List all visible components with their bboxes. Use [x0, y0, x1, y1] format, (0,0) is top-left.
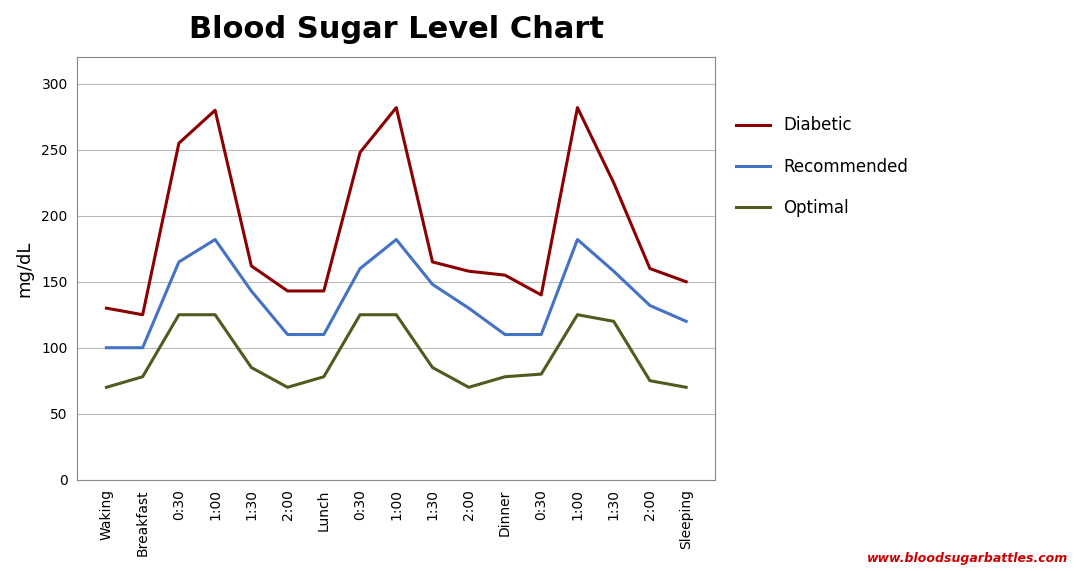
Recommended [245, 288, 258, 295]
Diabetic [426, 259, 439, 266]
Recommended [426, 281, 439, 288]
Recommended [680, 318, 693, 325]
Optimal [607, 318, 620, 325]
Diabetic [100, 305, 113, 312]
Diabetic [208, 107, 221, 114]
Recommended [571, 236, 584, 243]
Optimal [462, 384, 475, 391]
Recommended [137, 344, 150, 351]
Diabetic [680, 278, 693, 285]
Title: Blood Sugar Level Chart: Blood Sugar Level Chart [189, 15, 604, 44]
Diabetic [499, 272, 512, 279]
Recommended [353, 265, 366, 272]
Diabetic [281, 288, 294, 295]
Diabetic [318, 288, 331, 295]
Optimal [680, 384, 693, 391]
Diabetic [172, 140, 185, 147]
Recommended [644, 302, 657, 309]
Optimal [172, 311, 185, 318]
Optimal [644, 377, 657, 384]
Optimal [100, 384, 113, 391]
Optimal [499, 373, 512, 380]
Recommended [499, 331, 512, 338]
Recommended [462, 305, 475, 312]
Diabetic [462, 268, 475, 275]
Line: Recommended: Recommended [106, 239, 686, 348]
Optimal [281, 384, 294, 391]
Optimal [390, 311, 403, 318]
Recommended [534, 331, 547, 338]
Legend: Diabetic, Recommended, Optimal: Diabetic, Recommended, Optimal [736, 116, 907, 217]
Line: Diabetic: Diabetic [106, 107, 686, 315]
Diabetic [644, 265, 657, 272]
Optimal [208, 311, 221, 318]
Recommended [390, 236, 403, 243]
Recommended [208, 236, 221, 243]
Diabetic [607, 179, 620, 186]
Recommended [172, 259, 185, 266]
Diabetic [353, 149, 366, 156]
Optimal [318, 373, 331, 380]
Optimal [426, 364, 439, 371]
Recommended [318, 331, 331, 338]
Optimal [571, 311, 584, 318]
Diabetic [245, 263, 258, 270]
Line: Optimal: Optimal [106, 315, 686, 387]
Diabetic [137, 311, 150, 318]
Recommended [281, 331, 294, 338]
Diabetic [390, 104, 403, 111]
Optimal [353, 311, 366, 318]
Optimal [534, 371, 547, 377]
Diabetic [571, 104, 584, 111]
Y-axis label: mg/dL: mg/dL [15, 240, 33, 297]
Optimal [245, 364, 258, 371]
Diabetic [534, 292, 547, 299]
Recommended [607, 268, 620, 275]
Recommended [100, 344, 113, 351]
Text: www.bloodsugarbattles.com: www.bloodsugarbattles.com [866, 552, 1068, 565]
Optimal [137, 373, 150, 380]
